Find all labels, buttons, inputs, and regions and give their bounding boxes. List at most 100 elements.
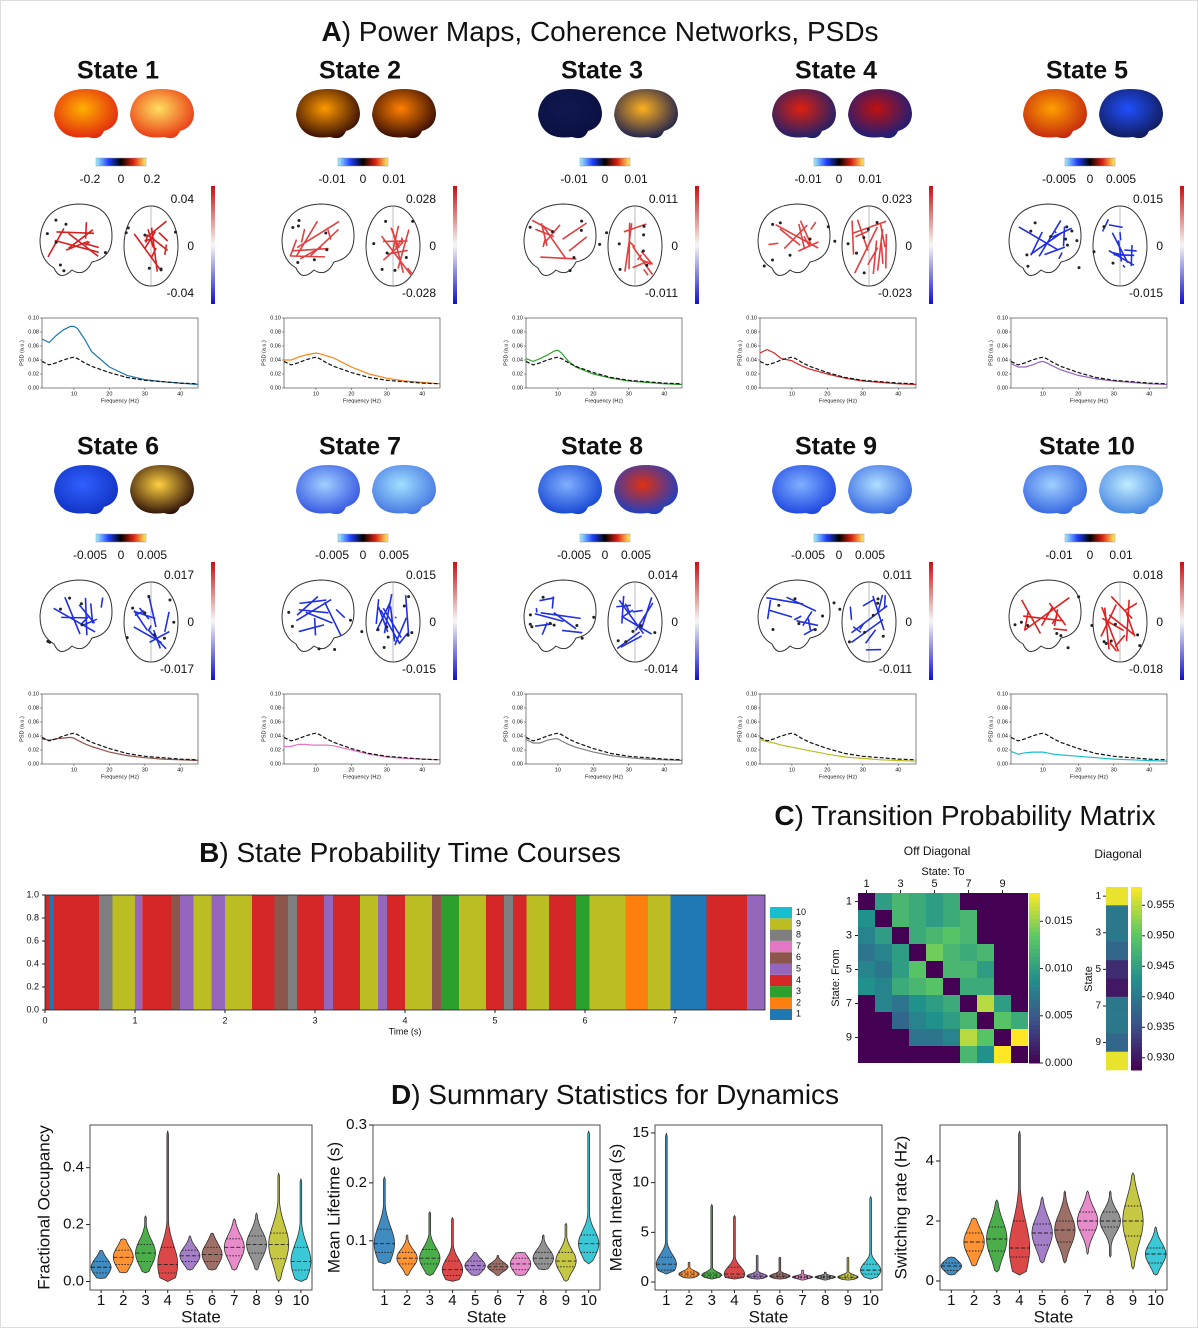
diagonal-cell: [1106, 960, 1128, 979]
matrix-cell: [892, 978, 909, 995]
x-axis-label: State: [749, 1307, 789, 1326]
diagonal-cell: [1106, 1033, 1128, 1052]
colorbar-step: [1131, 1056, 1142, 1061]
power-brain: [614, 89, 678, 138]
state-segment: [671, 895, 707, 1010]
y-axis-label: Fractional Occupancy: [34, 1125, 53, 1290]
matrix-cell: [875, 893, 892, 910]
x-tick-label: 5: [471, 1292, 479, 1309]
coherence-tick-label: 0: [187, 239, 194, 253]
x-tick-label: 5: [931, 878, 937, 890]
x-tick-label: 0: [42, 1015, 47, 1025]
node: [148, 267, 151, 270]
node: [863, 631, 866, 634]
colorbar-step: [1029, 902, 1040, 907]
y-tick-label: 0.10: [746, 691, 757, 697]
power-tick-label: 0.005: [1106, 172, 1136, 186]
node: [529, 226, 532, 229]
colorbar-step: [1029, 1004, 1040, 1009]
psd-frame: [526, 694, 682, 764]
node: [833, 240, 836, 243]
legend-label: 6: [796, 952, 801, 962]
node: [529, 613, 532, 616]
state-segment: [626, 895, 649, 1010]
y-tick-label: 0.10: [270, 691, 281, 697]
x-tick-label: 4: [1015, 1292, 1023, 1309]
violin-body: [1100, 1191, 1121, 1257]
node: [575, 624, 578, 627]
state-name: State 5: [1046, 57, 1128, 85]
colorbar-step: [1131, 1001, 1142, 1006]
node: [80, 623, 83, 626]
x-axis-label: Frequency (Hz): [101, 774, 139, 780]
node: [797, 622, 800, 625]
y-tick-label: 0.02: [746, 371, 757, 377]
network-edge: [885, 595, 886, 608]
violin-body: [792, 1270, 813, 1280]
state-segment: [288, 895, 297, 1010]
colorbar-step: [1029, 965, 1040, 970]
legend-label: 4: [796, 975, 801, 985]
node: [287, 611, 290, 614]
matrix-cell: [977, 1046, 994, 1063]
matrix-cell: [994, 1012, 1011, 1029]
y-tick-label: 1: [846, 895, 852, 907]
coherence-tick-label: 0: [671, 239, 678, 253]
y-tick-label: 0.08: [512, 329, 523, 335]
matrix-cell: [858, 927, 875, 944]
power-colorbar: [814, 158, 864, 166]
matrix-cell: [994, 961, 1011, 978]
node: [1067, 646, 1070, 649]
y-tick-label: 0.10: [746, 315, 757, 321]
legend-swatch: [770, 997, 792, 1008]
node: [876, 597, 879, 600]
glass-brain-lateral: [524, 204, 596, 276]
node: [104, 251, 107, 254]
coherence-tick-label: -0.018: [1129, 662, 1163, 676]
node: [833, 601, 836, 604]
x-axis-label: Frequency (Hz): [343, 774, 381, 780]
x-tick-label: 30: [142, 391, 148, 397]
state-segment: [504, 895, 513, 1010]
x-tick-label: 6: [494, 1292, 502, 1309]
y-tick-label: 7: [1095, 1001, 1101, 1012]
node: [779, 221, 782, 224]
power-tick-label: 0: [836, 548, 843, 562]
violin-body: [442, 1218, 463, 1282]
node: [407, 634, 410, 637]
diagonal-cell: [1106, 924, 1128, 943]
node: [80, 602, 83, 605]
power-colorbar: [338, 158, 388, 166]
legend-swatch: [770, 941, 792, 952]
x-tick-label: 9: [1129, 1292, 1137, 1309]
colorbar-step: [1029, 961, 1040, 966]
y-tick-label: 0.02: [28, 371, 39, 377]
coherence-colorbar: [695, 186, 699, 304]
node: [618, 242, 621, 245]
diagonal-cell: [1106, 1052, 1128, 1071]
matrix-cell: [960, 978, 977, 995]
node: [639, 624, 642, 627]
x-tick-label: 10: [313, 391, 319, 397]
matrix-cell: [977, 893, 994, 910]
x-tick-label: 2: [222, 1015, 227, 1025]
x-tick-label: 1: [947, 1292, 955, 1309]
power-colorbar: [580, 534, 630, 542]
power-tick-label: -0.01: [560, 172, 588, 186]
matrix-cell: [892, 961, 909, 978]
colorbar-step: [1131, 969, 1142, 974]
node: [172, 621, 175, 624]
matrix-cell: [977, 1029, 994, 1046]
node: [763, 264, 766, 267]
x-tick-label: 40: [661, 767, 667, 773]
state-segment: [405, 895, 432, 1010]
x-tick-label: 10: [71, 391, 77, 397]
state-segment: [45, 895, 50, 1010]
x-axis-label: Frequency (Hz): [819, 774, 857, 780]
node: [1077, 595, 1080, 598]
colorbar-step: [1131, 1047, 1142, 1052]
colorbar-step: [1029, 897, 1040, 902]
power-tick-label: 0: [836, 172, 843, 186]
power-tick-label: 0.005: [855, 548, 885, 562]
legend-label: 10: [796, 907, 806, 917]
